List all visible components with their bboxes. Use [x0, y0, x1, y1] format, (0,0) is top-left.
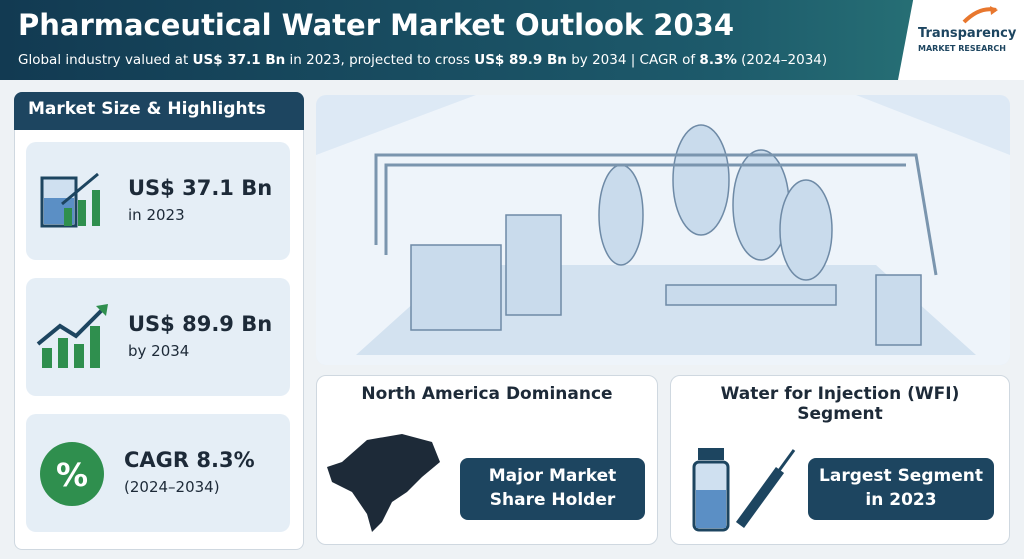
highlight-value: US$ 89.9 Bn: [128, 312, 273, 336]
header: [0, 0, 1024, 80]
logo-box: [898, 0, 1024, 80]
highlight-label: (2024–2034): [124, 478, 220, 496]
card-badge: Major Market Share Holder: [460, 458, 645, 520]
logo-name: Transparency: [918, 26, 1017, 41]
icon: [40, 172, 100, 228]
highlights-title: Market Size & Highlights: [14, 92, 304, 130]
svg-text:%: %: [56, 456, 88, 494]
highlight-card: [26, 278, 290, 396]
highlight-value: CAGR 8.3%: [124, 448, 255, 472]
subtitle-part: US$ 89.9 Bn: [474, 52, 567, 68]
subtitle-part: (2024–2034): [736, 52, 828, 68]
subtitle-part: Global industry valued at: [18, 52, 193, 68]
subtitle: Global industry valued at US$ 37.1 Bn in…: [18, 52, 827, 68]
highlight-value: US$ 37.1 Bn: [128, 176, 273, 200]
icon: [36, 304, 108, 368]
highlight-icon: [34, 300, 112, 382]
logo-tagline: MARKET RESEARCH: [918, 44, 1006, 53]
subtitle-part: in 2023, projected to cross: [285, 52, 475, 68]
illustration: [316, 95, 1010, 365]
highlight-icon: %: [34, 436, 112, 518]
vial-syringe-icon: [692, 448, 796, 532]
title: Pharmaceutical Water Market Outlook 2034: [18, 8, 735, 42]
subtitle-part: by 2034 | CAGR of: [566, 52, 700, 68]
icon: %: [40, 442, 104, 506]
subtitle-part: US$ 37.1 Bn: [192, 52, 286, 68]
subtitle-part: 8.3%: [699, 52, 737, 68]
highlight-label: in 2023: [128, 206, 185, 224]
map-icon: [327, 434, 440, 532]
highlight-label: by 2034: [128, 342, 190, 360]
logo-icon: [962, 6, 998, 24]
highlight-icon: [34, 164, 112, 246]
card-badge: Largest Segment in 2023: [808, 458, 994, 520]
plant-drawing: [316, 95, 1010, 365]
card-title: Water for Injection (WFI) Segment: [720, 384, 960, 424]
card-title: North America Dominance: [361, 384, 613, 404]
